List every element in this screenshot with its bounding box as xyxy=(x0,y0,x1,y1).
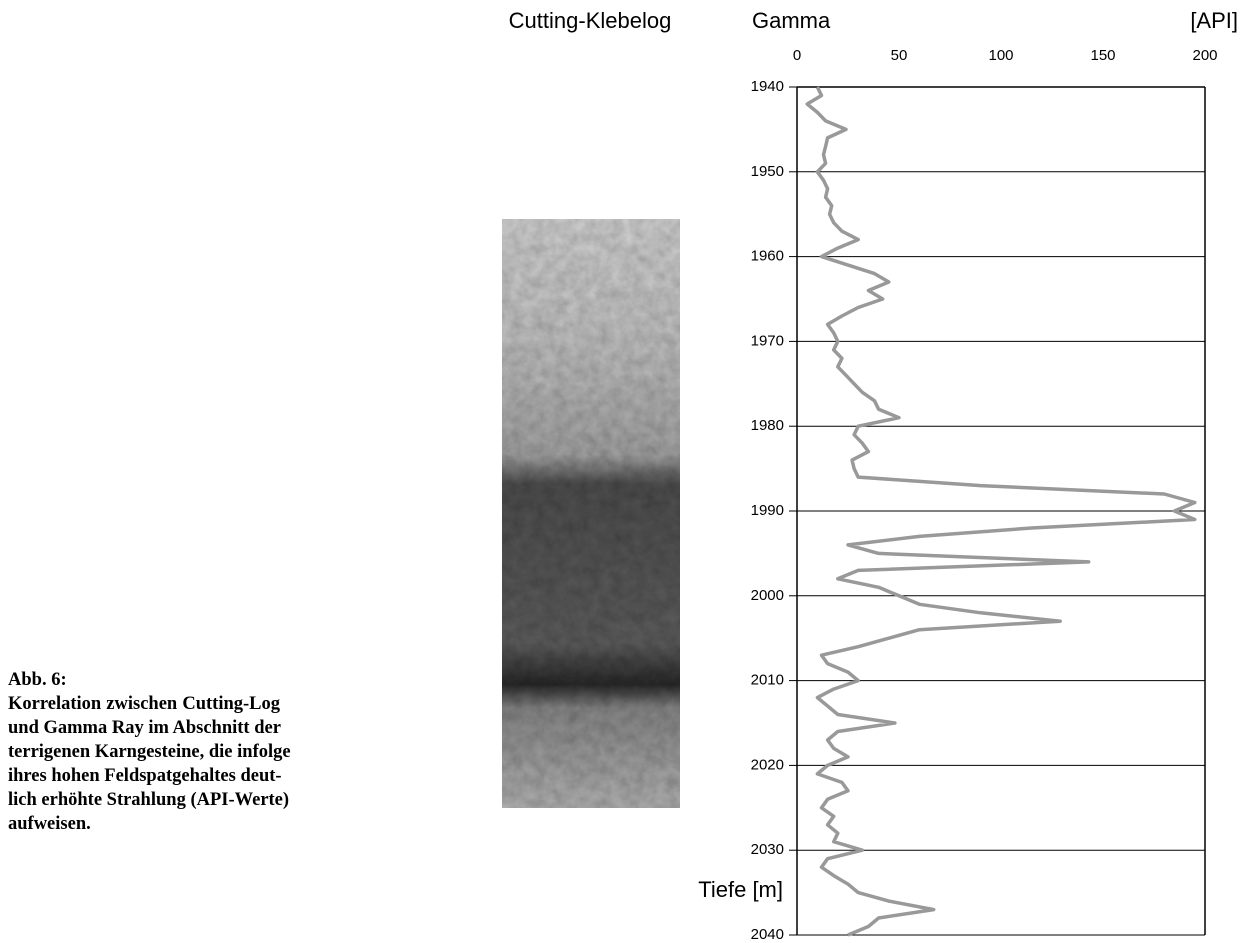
depth-tick-label: 1980 xyxy=(751,417,784,434)
gamma-curve xyxy=(805,86,1197,937)
caption-line: Korrelation zwischen Cutting-Log xyxy=(8,694,280,714)
caption: Abb. 6: Korrelation zwischen Cutting-Log… xyxy=(8,668,291,836)
value-tick-label: 100 xyxy=(988,47,1013,64)
depth-tick-label: 2020 xyxy=(751,756,784,773)
caption-line: terrigenen Karngesteine, die infolge xyxy=(8,742,291,762)
caption-line: ihres hohen Feldspatgehaltes deut- xyxy=(8,766,282,786)
caption-title: Abb. 6: xyxy=(8,670,67,690)
depth-tick-label: 2030 xyxy=(751,841,784,858)
depth-tick-label: 1950 xyxy=(751,163,784,180)
cutting-photo xyxy=(502,219,680,808)
caption-line: und Gamma Ray im Abschnitt der xyxy=(8,718,281,738)
image-label: Cutting-Klebelog xyxy=(509,8,672,33)
value-tick-label: 150 xyxy=(1090,47,1115,64)
value-axis-label: [API] xyxy=(1190,8,1238,33)
value-tick-label: 0 xyxy=(793,47,801,64)
depth-tick-label: 1960 xyxy=(751,248,784,265)
depth-tick-label: 1970 xyxy=(751,332,784,349)
depth-axis-label: Tiefe [m] xyxy=(698,877,783,902)
value-tick-label: 50 xyxy=(891,47,908,64)
depth-tick-label: 1990 xyxy=(751,502,784,519)
depth-tick-label: 2000 xyxy=(751,587,784,604)
depth-tick-label: 2010 xyxy=(751,672,784,689)
value-tick-label: 200 xyxy=(1192,47,1217,64)
chart-title: Gamma xyxy=(752,8,831,33)
caption-line: lich erhöhte Strahlung (API-Werte) xyxy=(8,790,290,810)
depth-tick-label: 2040 xyxy=(751,926,784,943)
caption-line: aufweisen. xyxy=(8,814,91,834)
depth-tick-label: 1940 xyxy=(751,78,784,95)
